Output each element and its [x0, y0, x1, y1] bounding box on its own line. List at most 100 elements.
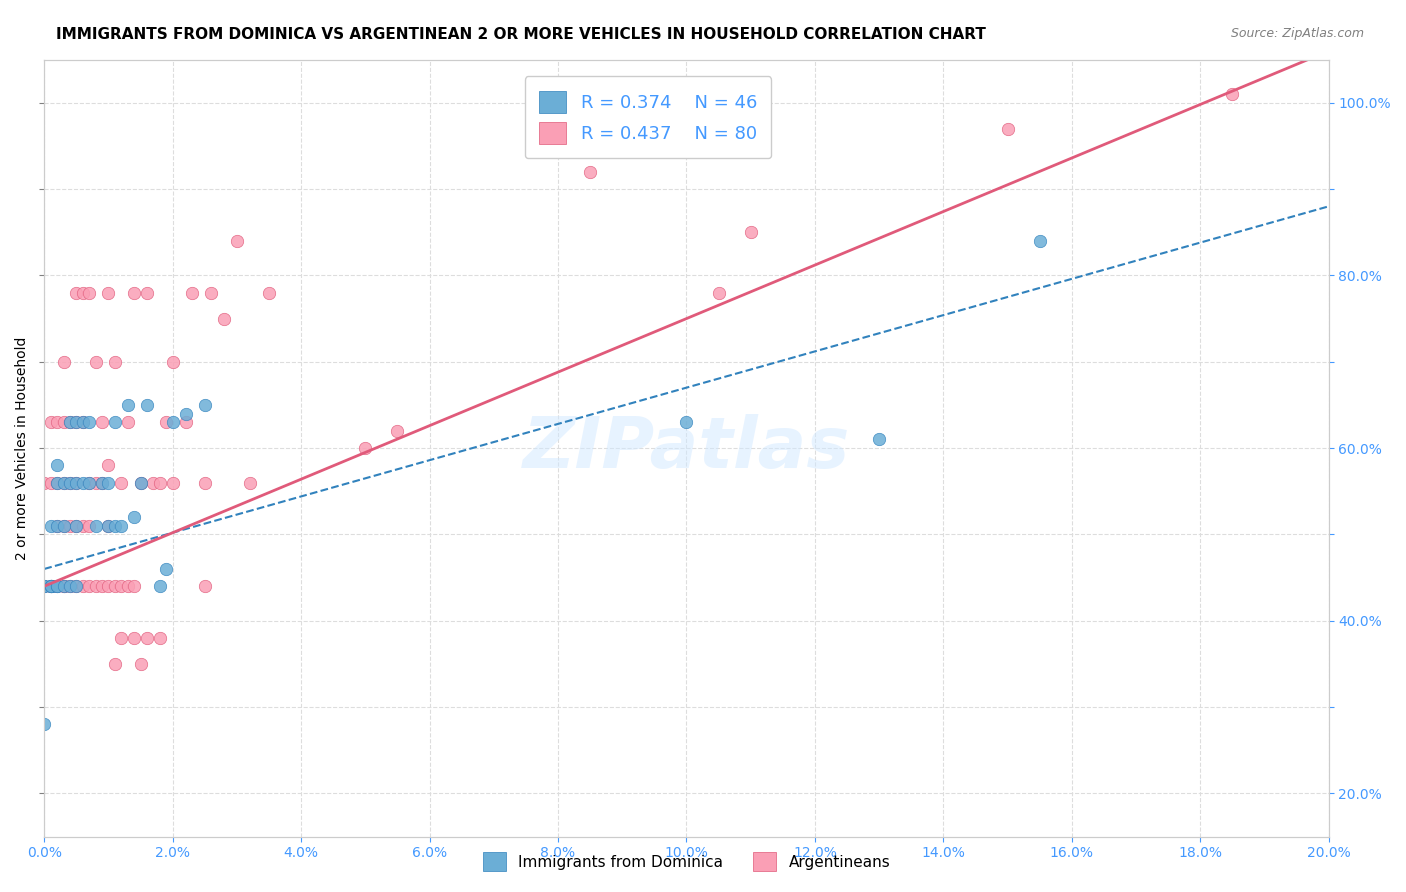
- Point: [65, 475, 87, 490]
- Point: [52, 475, 75, 490]
- Point: [72, 475, 94, 490]
- Point: [52, 518, 75, 533]
- Point: [65, 285, 87, 300]
- Point: [1220, 87, 1243, 102]
- Point: [46, 415, 69, 429]
- Point: [84, 355, 107, 369]
- Point: [65, 475, 87, 490]
- Point: [77, 579, 100, 593]
- Point: [110, 518, 132, 533]
- Point: [84, 579, 107, 593]
- Point: [84, 518, 107, 533]
- Point: [65, 579, 87, 593]
- Point: [104, 415, 127, 429]
- Point: [136, 631, 159, 645]
- Point: [52, 579, 75, 593]
- Point: [162, 415, 184, 429]
- Point: [104, 518, 127, 533]
- Point: [162, 355, 184, 369]
- Point: [212, 311, 235, 326]
- Point: [77, 285, 100, 300]
- Point: [72, 518, 94, 533]
- Point: [579, 165, 602, 179]
- Point: [77, 415, 100, 429]
- Point: [136, 398, 159, 412]
- Point: [84, 475, 107, 490]
- Point: [142, 475, 165, 490]
- Point: [129, 657, 152, 671]
- Point: [65, 518, 87, 533]
- Point: [122, 510, 145, 524]
- Point: [122, 631, 145, 645]
- Point: [97, 518, 120, 533]
- Point: [239, 475, 262, 490]
- Point: [77, 518, 100, 533]
- Point: [1028, 234, 1050, 248]
- Point: [868, 433, 890, 447]
- Text: IMMIGRANTS FROM DOMINICA VS ARGENTINEAN 2 OR MORE VEHICLES IN HOUSEHOLD CORRELAT: IMMIGRANTS FROM DOMINICA VS ARGENTINEAN …: [56, 27, 986, 42]
- Point: [104, 657, 127, 671]
- Point: [46, 475, 69, 490]
- Point: [226, 234, 249, 248]
- Point: [97, 518, 120, 533]
- Text: ZIPatlas: ZIPatlas: [523, 414, 851, 483]
- Point: [46, 518, 69, 533]
- Point: [65, 415, 87, 429]
- Point: [46, 475, 69, 490]
- Point: [52, 579, 75, 593]
- Point: [65, 415, 87, 429]
- Point: [110, 579, 132, 593]
- Point: [97, 579, 120, 593]
- Point: [72, 285, 94, 300]
- Point: [46, 579, 69, 593]
- Point: [59, 518, 82, 533]
- Point: [117, 415, 139, 429]
- Point: [174, 407, 197, 421]
- Point: [59, 415, 82, 429]
- Point: [104, 579, 127, 593]
- Point: [72, 415, 94, 429]
- Point: [39, 579, 62, 593]
- Point: [117, 579, 139, 593]
- Point: [65, 518, 87, 533]
- Point: [32, 717, 55, 731]
- Point: [32, 579, 55, 593]
- Point: [39, 579, 62, 593]
- Point: [110, 631, 132, 645]
- Point: [72, 579, 94, 593]
- Point: [129, 475, 152, 490]
- Point: [149, 579, 172, 593]
- Point: [32, 475, 55, 490]
- Point: [46, 579, 69, 593]
- Point: [97, 475, 120, 490]
- Point: [77, 475, 100, 490]
- Point: [77, 475, 100, 490]
- Point: [52, 579, 75, 593]
- Point: [59, 415, 82, 429]
- Point: [155, 562, 177, 576]
- Point: [675, 415, 697, 429]
- Point: [46, 579, 69, 593]
- Point: [72, 415, 94, 429]
- Point: [97, 285, 120, 300]
- Point: [52, 475, 75, 490]
- Point: [52, 355, 75, 369]
- Point: [181, 285, 204, 300]
- Point: [104, 355, 127, 369]
- Point: [39, 579, 62, 593]
- Point: [122, 579, 145, 593]
- Point: [707, 285, 730, 300]
- Point: [149, 475, 172, 490]
- Point: [91, 475, 114, 490]
- Point: [194, 475, 217, 490]
- Point: [39, 518, 62, 533]
- Y-axis label: 2 or more Vehicles in Household: 2 or more Vehicles in Household: [15, 336, 30, 560]
- Point: [52, 518, 75, 533]
- Point: [149, 631, 172, 645]
- Point: [39, 579, 62, 593]
- Point: [32, 579, 55, 593]
- Point: [997, 121, 1019, 136]
- Point: [39, 415, 62, 429]
- Point: [200, 285, 222, 300]
- Point: [162, 475, 184, 490]
